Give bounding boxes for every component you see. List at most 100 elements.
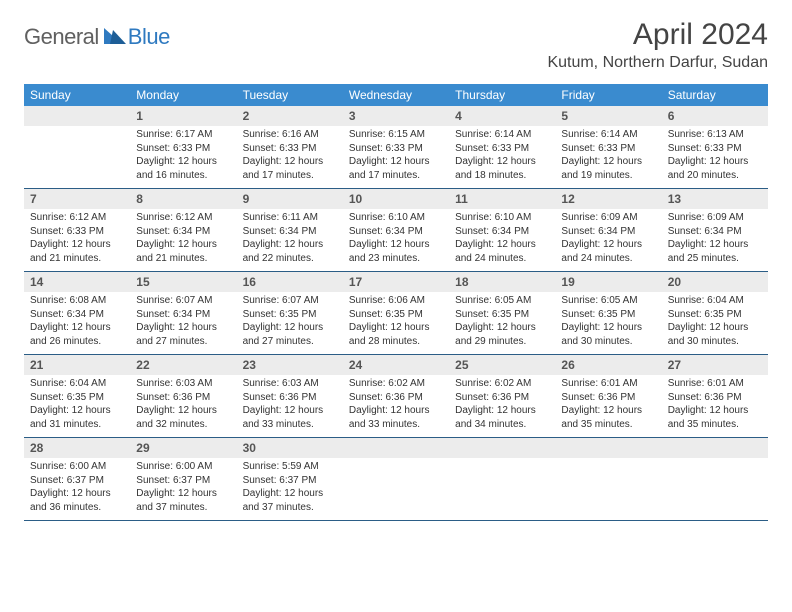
sunrise-text: Sunrise: 6:01 AM [561, 377, 655, 391]
day-body: Sunrise: 6:10 AMSunset: 6:34 PMDaylight:… [449, 209, 555, 269]
sunrise-text: Sunrise: 6:16 AM [243, 128, 337, 142]
calendar-cell: 1Sunrise: 6:17 AMSunset: 6:33 PMDaylight… [130, 106, 236, 188]
day-number: 7 [24, 189, 130, 209]
daylight-text: and 21 minutes. [30, 252, 124, 266]
calendar-cell: 4Sunrise: 6:14 AMSunset: 6:33 PMDaylight… [449, 106, 555, 188]
day-number: 10 [343, 189, 449, 209]
day-number: 6 [662, 106, 768, 126]
sunrise-text: Sunrise: 6:14 AM [561, 128, 655, 142]
daylight-text: and 31 minutes. [30, 418, 124, 432]
day-number: 5 [555, 106, 661, 126]
sunset-text: Sunset: 6:36 PM [561, 391, 655, 405]
sunrise-text: Sunrise: 6:04 AM [30, 377, 124, 391]
day-number: 1 [130, 106, 236, 126]
sunrise-text: Sunrise: 5:59 AM [243, 460, 337, 474]
daylight-text: Daylight: 12 hours [30, 321, 124, 335]
sunrise-text: Sunrise: 6:10 AM [455, 211, 549, 225]
sunrise-text: Sunrise: 6:05 AM [561, 294, 655, 308]
day-number [449, 438, 555, 458]
sunset-text: Sunset: 6:33 PM [668, 142, 762, 156]
calendar-cell: 3Sunrise: 6:15 AMSunset: 6:33 PMDaylight… [343, 106, 449, 188]
daylight-text: Daylight: 12 hours [349, 404, 443, 418]
day-number: 16 [237, 272, 343, 292]
daylight-text: and 34 minutes. [455, 418, 549, 432]
daylight-text: Daylight: 12 hours [668, 404, 762, 418]
sunrise-text: Sunrise: 6:09 AM [668, 211, 762, 225]
week-row: 1Sunrise: 6:17 AMSunset: 6:33 PMDaylight… [24, 106, 768, 189]
location: Kutum, Northern Darfur, Sudan [547, 54, 768, 72]
calendar-cell: 17Sunrise: 6:06 AMSunset: 6:35 PMDayligh… [343, 272, 449, 354]
daylight-text: and 23 minutes. [349, 252, 443, 266]
calendar-cell: 23Sunrise: 6:03 AMSunset: 6:36 PMDayligh… [237, 355, 343, 437]
calendar-cell: 27Sunrise: 6:01 AMSunset: 6:36 PMDayligh… [662, 355, 768, 437]
day-body: Sunrise: 6:00 AMSunset: 6:37 PMDaylight:… [24, 458, 130, 518]
daylight-text: Daylight: 12 hours [30, 404, 124, 418]
day-body: Sunrise: 6:12 AMSunset: 6:33 PMDaylight:… [24, 209, 130, 269]
calendar-cell: 16Sunrise: 6:07 AMSunset: 6:35 PMDayligh… [237, 272, 343, 354]
sunrise-text: Sunrise: 6:06 AM [349, 294, 443, 308]
calendar-cell: 11Sunrise: 6:10 AMSunset: 6:34 PMDayligh… [449, 189, 555, 271]
sunrise-text: Sunrise: 6:02 AM [349, 377, 443, 391]
daylight-text: Daylight: 12 hours [243, 238, 337, 252]
daylight-text: and 29 minutes. [455, 335, 549, 349]
day-body: Sunrise: 6:00 AMSunset: 6:37 PMDaylight:… [130, 458, 236, 518]
day-body: Sunrise: 6:13 AMSunset: 6:33 PMDaylight:… [662, 126, 768, 186]
logo: General Blue [24, 24, 170, 50]
sunset-text: Sunset: 6:35 PM [561, 308, 655, 322]
day-number: 11 [449, 189, 555, 209]
day-number: 25 [449, 355, 555, 375]
calendar-cell: 28Sunrise: 6:00 AMSunset: 6:37 PMDayligh… [24, 438, 130, 520]
day-body: Sunrise: 6:03 AMSunset: 6:36 PMDaylight:… [130, 375, 236, 435]
day-number: 18 [449, 272, 555, 292]
day-body: Sunrise: 6:07 AMSunset: 6:34 PMDaylight:… [130, 292, 236, 352]
daylight-text: and 21 minutes. [136, 252, 230, 266]
daylight-text: Daylight: 12 hours [668, 321, 762, 335]
day-body: Sunrise: 6:15 AMSunset: 6:33 PMDaylight:… [343, 126, 449, 186]
calendar-cell: 29Sunrise: 6:00 AMSunset: 6:37 PMDayligh… [130, 438, 236, 520]
day-name: Sunday [24, 84, 130, 106]
daylight-text: and 17 minutes. [349, 169, 443, 183]
daylight-text: and 36 minutes. [30, 501, 124, 515]
day-number: 29 [130, 438, 236, 458]
day-number: 20 [662, 272, 768, 292]
calendar-cell: 18Sunrise: 6:05 AMSunset: 6:35 PMDayligh… [449, 272, 555, 354]
day-body: Sunrise: 6:07 AMSunset: 6:35 PMDaylight:… [237, 292, 343, 352]
daylight-text: Daylight: 12 hours [136, 238, 230, 252]
calendar-cell: 30Sunrise: 5:59 AMSunset: 6:37 PMDayligh… [237, 438, 343, 520]
sunrise-text: Sunrise: 6:03 AM [136, 377, 230, 391]
sunrise-text: Sunrise: 6:07 AM [136, 294, 230, 308]
calendar-cell: 9Sunrise: 6:11 AMSunset: 6:34 PMDaylight… [237, 189, 343, 271]
calendar-cell: 13Sunrise: 6:09 AMSunset: 6:34 PMDayligh… [662, 189, 768, 271]
logo-text-general: General [24, 24, 99, 50]
sunset-text: Sunset: 6:35 PM [30, 391, 124, 405]
day-number [24, 106, 130, 126]
calendar-cell: 25Sunrise: 6:02 AMSunset: 6:36 PMDayligh… [449, 355, 555, 437]
week-row: 14Sunrise: 6:08 AMSunset: 6:34 PMDayligh… [24, 272, 768, 355]
sunrise-text: Sunrise: 6:13 AM [668, 128, 762, 142]
daylight-text: Daylight: 12 hours [136, 321, 230, 335]
daylight-text: Daylight: 12 hours [243, 404, 337, 418]
daylight-text: and 25 minutes. [668, 252, 762, 266]
day-number: 9 [237, 189, 343, 209]
day-number: 14 [24, 272, 130, 292]
daylight-text: and 32 minutes. [136, 418, 230, 432]
sunset-text: Sunset: 6:34 PM [668, 225, 762, 239]
daylight-text: and 19 minutes. [561, 169, 655, 183]
sunset-text: Sunset: 6:33 PM [136, 142, 230, 156]
calendar-cell: 2Sunrise: 6:16 AMSunset: 6:33 PMDaylight… [237, 106, 343, 188]
calendar-cell [24, 106, 130, 188]
daylight-text: Daylight: 12 hours [349, 238, 443, 252]
daylight-text: Daylight: 12 hours [136, 487, 230, 501]
daylight-text: and 27 minutes. [136, 335, 230, 349]
day-name: Wednesday [343, 84, 449, 106]
daylight-text: and 37 minutes. [243, 501, 337, 515]
sunset-text: Sunset: 6:36 PM [136, 391, 230, 405]
calendar-cell: 14Sunrise: 6:08 AMSunset: 6:34 PMDayligh… [24, 272, 130, 354]
daylight-text: Daylight: 12 hours [243, 487, 337, 501]
calendar-cell: 26Sunrise: 6:01 AMSunset: 6:36 PMDayligh… [555, 355, 661, 437]
daylight-text: Daylight: 12 hours [455, 238, 549, 252]
day-number: 26 [555, 355, 661, 375]
sunset-text: Sunset: 6:33 PM [243, 142, 337, 156]
header: General Blue April 2024 Kutum, Northern … [24, 18, 768, 72]
sunrise-text: Sunrise: 6:00 AM [30, 460, 124, 474]
